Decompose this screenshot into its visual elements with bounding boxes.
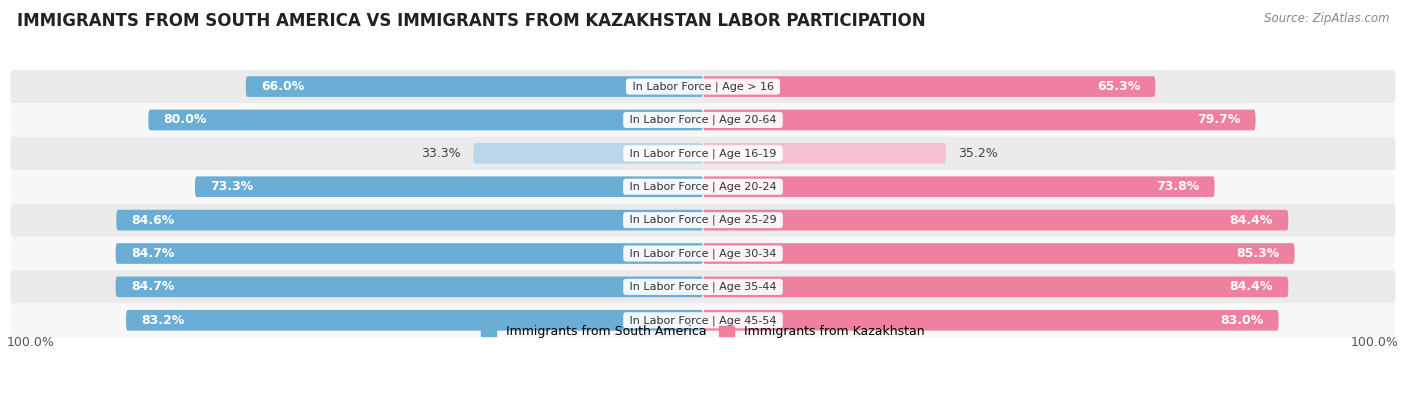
Text: In Labor Force | Age 35-44: In Labor Force | Age 35-44 <box>626 282 780 292</box>
Text: 65.3%: 65.3% <box>1097 80 1140 93</box>
Text: 83.2%: 83.2% <box>142 314 184 327</box>
Text: In Labor Force | Age 30-34: In Labor Force | Age 30-34 <box>626 248 780 259</box>
Text: 84.6%: 84.6% <box>132 214 174 227</box>
Text: In Labor Force | Age 16-19: In Labor Force | Age 16-19 <box>626 148 780 159</box>
Text: 73.8%: 73.8% <box>1156 180 1199 193</box>
FancyBboxPatch shape <box>703 177 1215 197</box>
Text: In Labor Force | Age 25-29: In Labor Force | Age 25-29 <box>626 215 780 226</box>
FancyBboxPatch shape <box>10 103 1396 137</box>
FancyBboxPatch shape <box>10 304 1396 337</box>
FancyBboxPatch shape <box>148 109 703 130</box>
FancyBboxPatch shape <box>703 276 1288 297</box>
Text: 84.7%: 84.7% <box>131 280 174 293</box>
FancyBboxPatch shape <box>10 237 1396 270</box>
Text: 35.2%: 35.2% <box>959 147 998 160</box>
FancyBboxPatch shape <box>703 76 1156 97</box>
FancyBboxPatch shape <box>127 310 703 331</box>
Text: 84.4%: 84.4% <box>1230 214 1272 227</box>
Text: 83.0%: 83.0% <box>1220 314 1263 327</box>
FancyBboxPatch shape <box>703 243 1295 264</box>
FancyBboxPatch shape <box>195 177 703 197</box>
Text: 84.4%: 84.4% <box>1230 280 1272 293</box>
Text: 73.3%: 73.3% <box>211 180 253 193</box>
Text: 84.7%: 84.7% <box>131 247 174 260</box>
Text: 80.0%: 80.0% <box>163 113 207 126</box>
FancyBboxPatch shape <box>115 243 703 264</box>
FancyBboxPatch shape <box>10 203 1396 237</box>
FancyBboxPatch shape <box>10 70 1396 103</box>
FancyBboxPatch shape <box>703 210 1288 230</box>
FancyBboxPatch shape <box>246 76 703 97</box>
Text: 66.0%: 66.0% <box>262 80 304 93</box>
Text: 85.3%: 85.3% <box>1236 247 1279 260</box>
Text: 100.0%: 100.0% <box>1351 337 1399 350</box>
Text: In Labor Force | Age 45-54: In Labor Force | Age 45-54 <box>626 315 780 325</box>
Text: Source: ZipAtlas.com: Source: ZipAtlas.com <box>1264 12 1389 25</box>
FancyBboxPatch shape <box>115 276 703 297</box>
Text: In Labor Force | Age 20-24: In Labor Force | Age 20-24 <box>626 181 780 192</box>
FancyBboxPatch shape <box>10 170 1396 203</box>
FancyBboxPatch shape <box>703 143 946 164</box>
FancyBboxPatch shape <box>117 210 703 230</box>
Text: 79.7%: 79.7% <box>1197 113 1240 126</box>
FancyBboxPatch shape <box>474 143 703 164</box>
Text: In Labor Force | Age 20-64: In Labor Force | Age 20-64 <box>626 115 780 125</box>
FancyBboxPatch shape <box>703 109 1256 130</box>
Text: 100.0%: 100.0% <box>7 337 55 350</box>
FancyBboxPatch shape <box>703 310 1278 331</box>
FancyBboxPatch shape <box>10 137 1396 170</box>
FancyBboxPatch shape <box>10 270 1396 304</box>
Text: In Labor Force | Age > 16: In Labor Force | Age > 16 <box>628 81 778 92</box>
Text: IMMIGRANTS FROM SOUTH AMERICA VS IMMIGRANTS FROM KAZAKHSTAN LABOR PARTICIPATION: IMMIGRANTS FROM SOUTH AMERICA VS IMMIGRA… <box>17 12 925 30</box>
Legend: Immigrants from South America, Immigrants from Kazakhstan: Immigrants from South America, Immigrant… <box>477 320 929 343</box>
Text: 33.3%: 33.3% <box>422 147 461 160</box>
